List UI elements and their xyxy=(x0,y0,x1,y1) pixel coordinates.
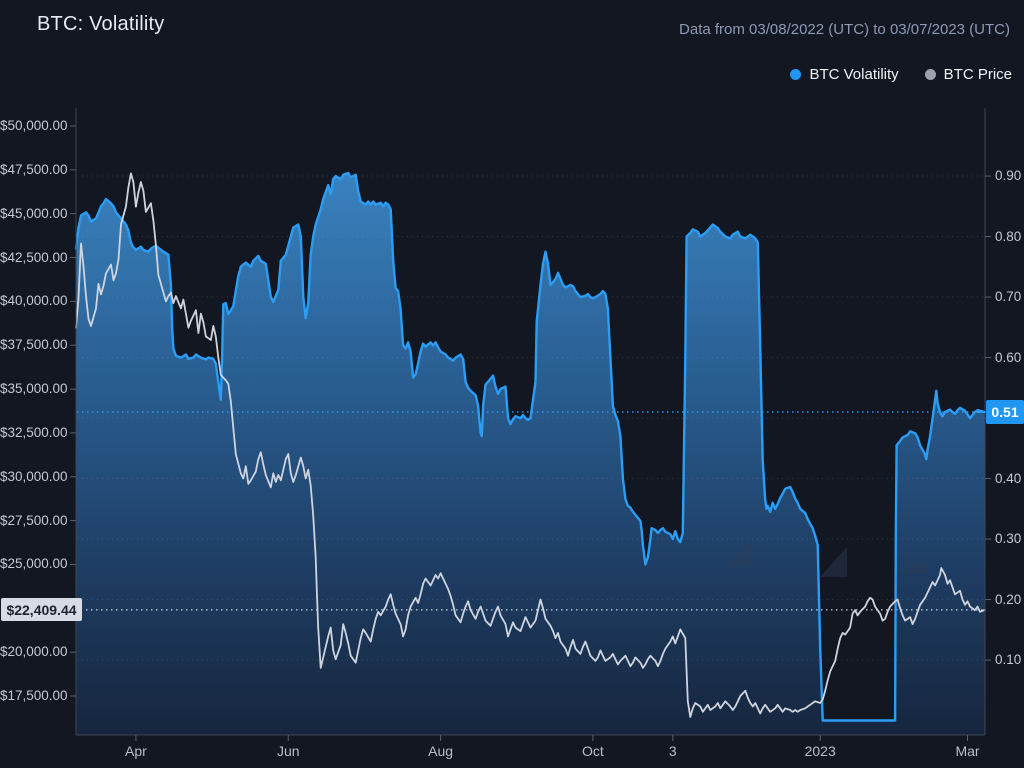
legend-label-price: BTC Price xyxy=(943,66,1012,83)
price-legend-dot-icon xyxy=(924,69,936,80)
y-axis-volatility-label: 0.40 xyxy=(995,470,1022,486)
y-axis-price-label: $30,000.00 xyxy=(0,468,68,484)
volatility-area xyxy=(76,173,985,735)
y-axis-price-label: $20,000.00 xyxy=(0,644,68,660)
x-axis-label: 2023 xyxy=(804,743,836,759)
y-axis-price-label: $35,000.00 xyxy=(0,381,68,397)
y-axis-volatility-label: 0.10 xyxy=(995,652,1022,668)
y-axis-price-label: $37,500.00 xyxy=(0,337,68,353)
y-axis-volatility-label: 0.80 xyxy=(995,228,1022,244)
x-axis-label: Oct xyxy=(582,743,604,759)
y-axis-volatility-label: 0.30 xyxy=(995,531,1022,547)
x-axis-label: Jun xyxy=(276,743,300,759)
x-axis-label: Mar xyxy=(955,743,980,759)
legend-label-volatility: BTC Volatility xyxy=(809,66,899,83)
watermark-triangle-icon xyxy=(727,540,753,567)
y-axis-price-label: $27,500.00 xyxy=(0,512,68,528)
current-price-badge: $22,409.44 xyxy=(1,598,82,621)
volatility-series-line[interactable] xyxy=(74,171,987,722)
volatility-legend-dot-icon xyxy=(790,69,802,80)
price-series-line[interactable] xyxy=(75,172,986,718)
y-axis-price-label: $25,000.00 xyxy=(0,556,68,572)
legend: BTC Volatility BTC Price xyxy=(790,66,1012,83)
y-axis-volatility-label: 0.70 xyxy=(995,289,1022,305)
current-volatility-badge: 0.51 xyxy=(986,400,1024,424)
y-axis-price-label: $50,000.00 xyxy=(0,118,68,133)
y-axis-volatility-label: 0.20 xyxy=(995,591,1022,607)
y-axis-price-label: $17,500.00 xyxy=(0,688,68,703)
watermark-triangle-icon xyxy=(898,561,928,574)
chart-title: BTC: Volatility xyxy=(37,13,165,35)
x-axis-label: 3 xyxy=(668,743,677,759)
y-axis-volatility-label: 0.90 xyxy=(995,168,1022,184)
y-axis-price-label: $45,000.00 xyxy=(0,205,68,221)
x-axis-label: Apr xyxy=(125,743,147,759)
watermark-triangle-icon xyxy=(820,547,847,577)
y-axis-price-label: $47,500.00 xyxy=(0,161,68,177)
y-axis-volatility-label: 0.60 xyxy=(995,349,1022,365)
legend-item-btc-volatility[interactable]: BTC Volatility xyxy=(790,66,899,83)
y-axis-price-label: $42,500.00 xyxy=(0,249,68,265)
x-axis-label: Aug xyxy=(428,743,454,759)
y-axis-price-label: $32,500.00 xyxy=(0,424,68,440)
legend-item-btc-price[interactable]: BTC Price xyxy=(924,66,1012,83)
date-range-label: Data from 03/08/2022 (UTC) to 03/07/2023… xyxy=(679,21,1010,38)
y-axis-price-label: $40,000.00 xyxy=(0,293,68,309)
